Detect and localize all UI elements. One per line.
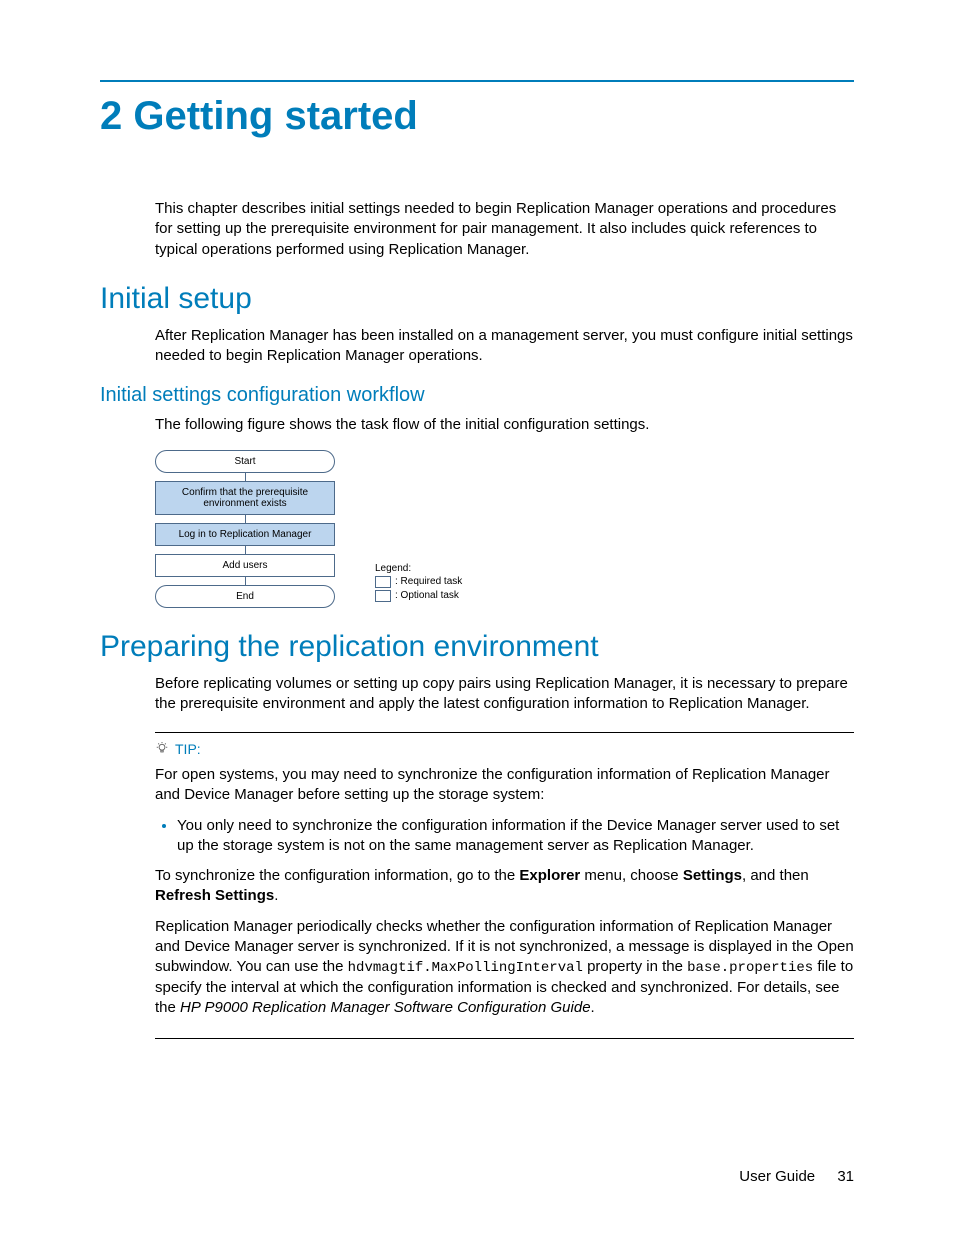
legend-row-optional: : Optional task bbox=[375, 590, 462, 602]
flow-legend: Legend: : Required task : Optional task bbox=[375, 563, 462, 608]
tip-box: TIP: For open systems, you may need to s… bbox=[155, 732, 854, 1039]
tip-header: TIP: bbox=[155, 741, 854, 757]
flowchart-container: Start Confirm that the prerequisite envi… bbox=[155, 450, 854, 608]
preparing-text: Before replicating volumes or setting up… bbox=[155, 674, 854, 715]
flowchart: Start Confirm that the prerequisite envi… bbox=[155, 450, 335, 608]
tip-bullet: You only need to synchronize the configu… bbox=[177, 816, 854, 857]
top-rule bbox=[100, 80, 854, 82]
lightbulb-icon bbox=[155, 742, 169, 756]
tip-p3-italic: HP P9000 Replication Manager Software Co… bbox=[180, 999, 591, 1016]
tip-p2-bold1: Explorer bbox=[519, 867, 580, 884]
page: 2 Getting started This chapter describes… bbox=[0, 0, 954, 1235]
tip-p3: Replication Manager periodically checks … bbox=[155, 917, 854, 1019]
flow-connector bbox=[245, 473, 246, 481]
legend-title: Legend: bbox=[375, 563, 462, 574]
legend-label-optional: : Optional task bbox=[395, 590, 459, 601]
tip-p2-mid1: menu, choose bbox=[580, 867, 683, 884]
tip-p2-post: . bbox=[274, 887, 278, 904]
tip-label: TIP: bbox=[175, 741, 201, 757]
initial-setup-text: After Replication Manager has been insta… bbox=[155, 326, 854, 367]
flow-node-addusers: Add users bbox=[155, 554, 335, 577]
legend-row-required: : Required task bbox=[375, 576, 462, 588]
tip-p3-mid1: property in the bbox=[583, 958, 687, 975]
legend-swatch-required bbox=[375, 576, 391, 588]
heading-workflow: Initial settings configuration workflow bbox=[100, 384, 854, 407]
tip-p1: For open systems, you may need to synchr… bbox=[155, 765, 854, 806]
flow-node-confirm: Confirm that the prerequisite environmen… bbox=[155, 481, 335, 515]
tip-p2-pre: To synchronize the configuration informa… bbox=[155, 867, 519, 884]
flow-connector bbox=[245, 577, 246, 585]
flow-node-start: Start bbox=[155, 450, 335, 473]
footer-page-number: 31 bbox=[837, 1168, 854, 1185]
flow-node-end: End bbox=[155, 585, 335, 608]
legend-label-required: : Required task bbox=[395, 576, 462, 587]
flow-connector bbox=[245, 515, 246, 523]
legend-swatch-optional bbox=[375, 590, 391, 602]
tip-p3-code2: base.properties bbox=[687, 960, 813, 976]
chapter-title: 2 Getting started bbox=[100, 94, 854, 139]
tip-list: You only need to synchronize the configu… bbox=[155, 816, 854, 857]
heading-preparing: Preparing the replication environment bbox=[100, 630, 854, 664]
tip-p2: To synchronize the configuration informa… bbox=[155, 866, 854, 907]
tip-p2-bold2: Settings bbox=[683, 867, 742, 884]
tip-p3-post: . bbox=[591, 999, 595, 1016]
flow-node-login: Log in to Replication Manager bbox=[155, 523, 335, 546]
workflow-text: The following figure shows the task flow… bbox=[155, 415, 854, 435]
heading-initial-setup: Initial setup bbox=[100, 282, 854, 316]
footer-doc: User Guide bbox=[739, 1168, 815, 1185]
chapter-intro: This chapter describes initial settings … bbox=[155, 199, 854, 260]
flow-connector bbox=[245, 546, 246, 554]
tip-p2-bold3: Refresh Settings bbox=[155, 887, 274, 904]
tip-p2-mid2: , and then bbox=[742, 867, 809, 884]
tip-p3-code1: hdvmagtif.MaxPollingInterval bbox=[348, 960, 583, 976]
page-footer: User Guide 31 bbox=[739, 1168, 854, 1185]
